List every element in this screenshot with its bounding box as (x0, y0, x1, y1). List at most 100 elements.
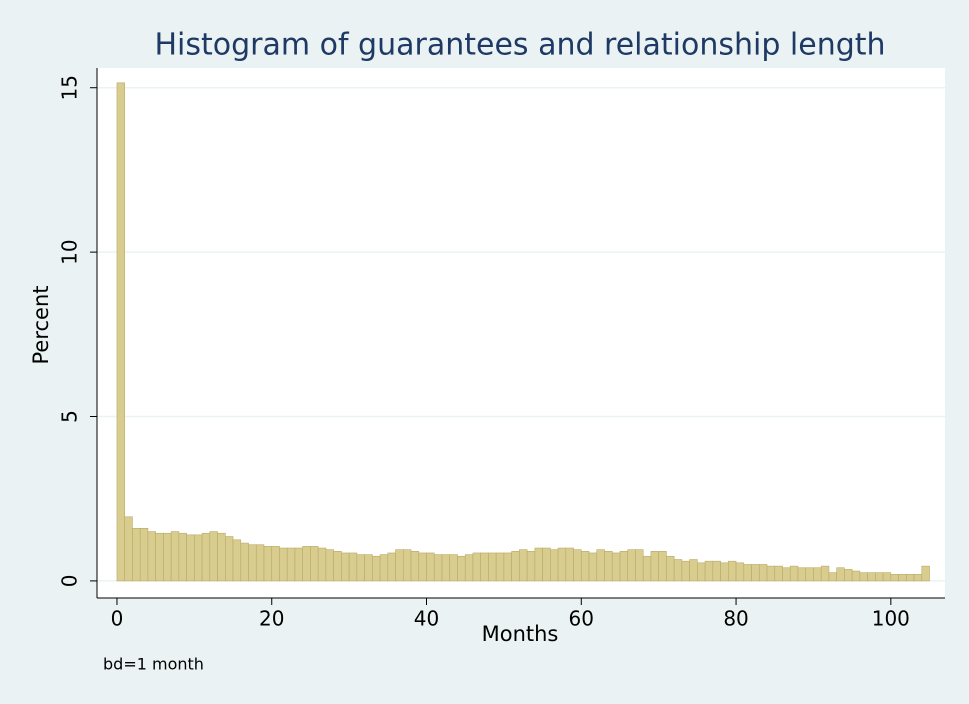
bar (464, 554, 474, 582)
bar (209, 531, 218, 582)
bar (286, 547, 296, 582)
bar (820, 565, 830, 582)
x-tick-label: 20 (259, 607, 284, 631)
x-tick-label: 0 (111, 607, 124, 631)
bar (666, 555, 675, 582)
bar (511, 551, 520, 582)
bar (650, 551, 659, 582)
bar (588, 552, 598, 582)
chart-title: Histogram of guarantees and relationship… (154, 28, 885, 63)
bar (248, 544, 257, 582)
bar (255, 544, 265, 582)
bar (735, 562, 745, 582)
bar (488, 552, 497, 582)
bar (240, 542, 249, 582)
bar (704, 560, 714, 582)
bar (402, 549, 412, 582)
y-tick-label: 0 (58, 575, 82, 588)
bar (379, 554, 389, 582)
bar (681, 560, 690, 582)
bar (921, 565, 930, 582)
bar (271, 546, 280, 582)
bar (163, 532, 172, 582)
bar (782, 567, 791, 582)
bar (526, 551, 536, 582)
bar (387, 552, 396, 582)
bar (550, 549, 559, 582)
bar (813, 567, 822, 582)
bar (495, 552, 505, 582)
y-tick-label: 10 (58, 239, 82, 264)
bar (472, 552, 481, 582)
bar (348, 552, 358, 582)
bar (480, 552, 489, 582)
bar (712, 560, 721, 582)
x-tick-label: 80 (723, 607, 748, 631)
bar (875, 572, 884, 582)
bar (441, 554, 451, 582)
bar (805, 567, 814, 582)
bar (728, 560, 737, 582)
bar (743, 564, 752, 582)
y-tick-label: 15 (58, 75, 82, 100)
bar (310, 546, 319, 582)
bar (611, 552, 621, 582)
bar (194, 534, 203, 582)
bar (859, 572, 868, 582)
bar (356, 554, 365, 582)
bar (913, 574, 923, 582)
bar (898, 574, 907, 582)
bar (132, 527, 141, 582)
bar (766, 565, 776, 582)
bar (457, 555, 466, 582)
bar (851, 570, 861, 582)
note: bd=1 month (103, 655, 204, 674)
bar (186, 534, 195, 582)
x-tick-label: 60 (569, 607, 594, 631)
bar (542, 547, 551, 582)
bar (658, 551, 667, 582)
bar (124, 516, 133, 582)
bar (341, 552, 350, 582)
bar (557, 547, 567, 582)
bar (139, 527, 149, 582)
bar (844, 569, 853, 582)
bar (565, 547, 574, 582)
x-tick-label: 40 (414, 607, 439, 631)
y-tick-label: 5 (58, 410, 82, 423)
bar (426, 552, 435, 582)
bar (147, 531, 156, 582)
bar (836, 567, 845, 582)
bar (619, 551, 629, 582)
bar (751, 564, 760, 582)
bar (828, 572, 837, 582)
bar (596, 549, 605, 582)
bar (155, 532, 164, 582)
bar (519, 549, 528, 582)
bar (503, 552, 512, 582)
bar (720, 562, 729, 582)
bar (364, 554, 373, 582)
bar (689, 559, 698, 582)
bar (232, 539, 242, 582)
bar (225, 536, 234, 582)
bar (294, 547, 303, 582)
bar (627, 549, 636, 582)
bar (170, 531, 180, 582)
bar (642, 555, 652, 582)
bar (325, 549, 334, 582)
x-tick-label: 100 (872, 607, 910, 631)
bar (395, 549, 404, 582)
bar (116, 82, 126, 582)
bar (890, 574, 899, 582)
bar (433, 554, 443, 582)
bar (449, 554, 458, 582)
bar (573, 549, 582, 582)
bar (697, 562, 706, 582)
bar (418, 552, 427, 582)
bar (201, 532, 211, 582)
bar (774, 565, 783, 582)
plot-area (97, 68, 945, 598)
bar (882, 572, 892, 582)
